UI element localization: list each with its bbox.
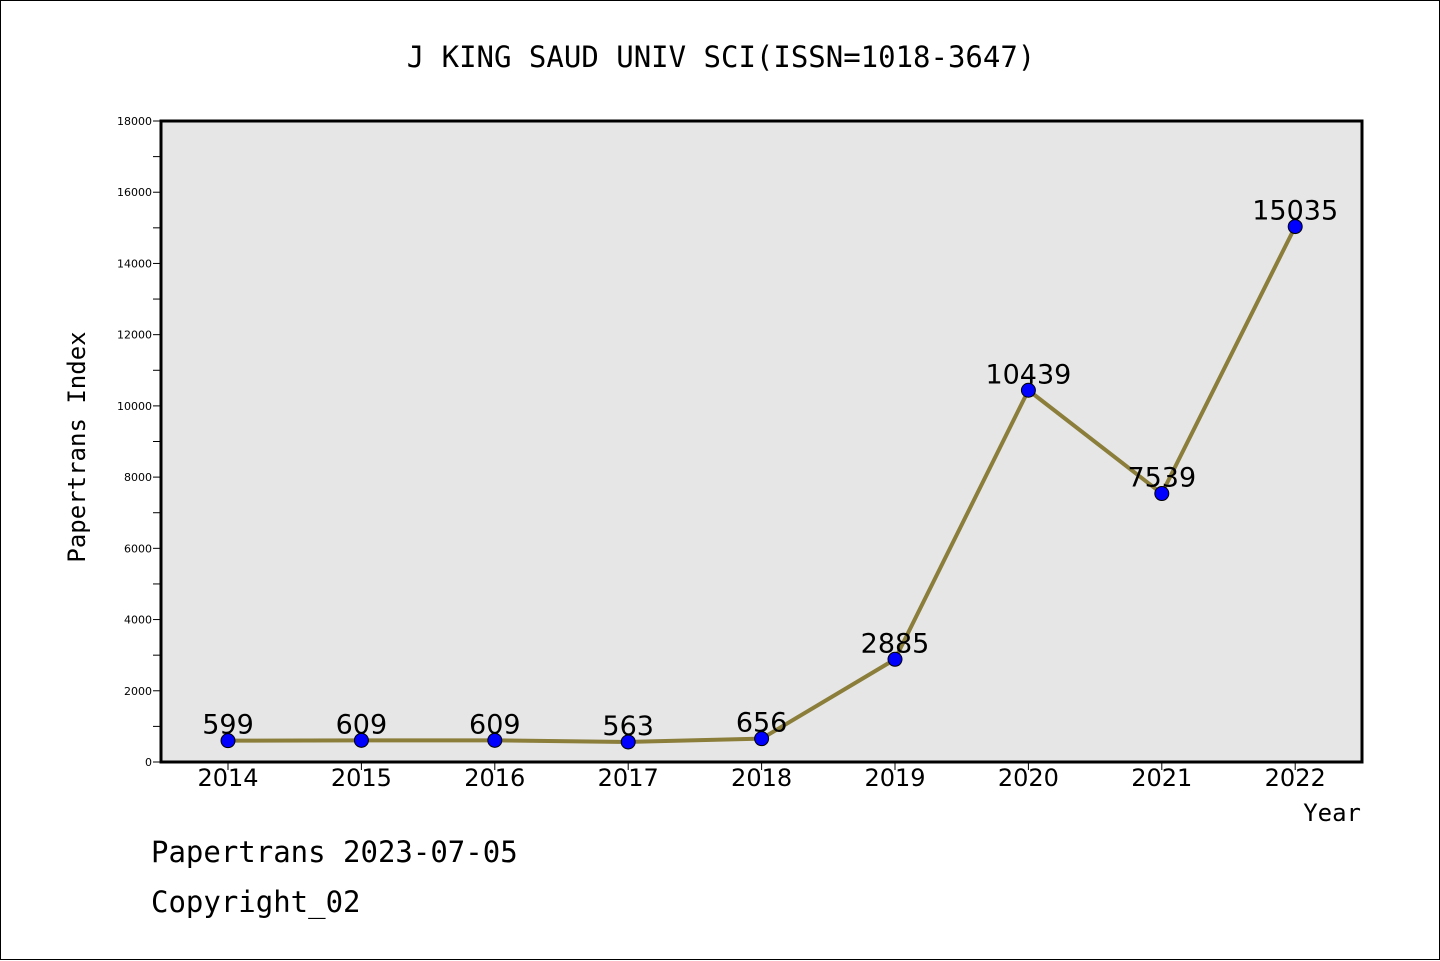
data-label: 563 <box>602 711 654 742</box>
data-label: 15035 <box>1252 196 1338 227</box>
data-label: 656 <box>736 708 788 739</box>
x-tick-label: 2022 <box>1265 764 1326 792</box>
y-tick-label: 2000 <box>124 685 152 698</box>
x-tick-label: 2017 <box>598 764 659 792</box>
data-point <box>620 734 636 750</box>
data-point <box>353 732 369 748</box>
data-label: 609 <box>469 709 521 740</box>
chart-title: J KING SAUD UNIV SCI(ISSN=1018-3647) <box>407 40 1036 74</box>
data-point <box>754 731 770 747</box>
data-label: 599 <box>202 710 254 741</box>
x-axis-label: Year <box>1303 799 1361 827</box>
data-label: 609 <box>336 709 388 740</box>
data-point <box>1020 382 1036 398</box>
y-tick-label: 18000 <box>117 115 152 128</box>
data-label: 10439 <box>985 359 1071 390</box>
x-tick-label: 2021 <box>1131 764 1192 792</box>
data-point <box>887 651 903 667</box>
x-tick-label: 2016 <box>464 764 525 792</box>
x-tick-label: 2020 <box>998 764 1059 792</box>
data-labels: 599 609 609 563 656 2885 10439 7539 15035 <box>202 196 1338 742</box>
x-tick-label: 2014 <box>197 764 258 792</box>
series-papertrans-index <box>220 219 1303 750</box>
y-tick-label: 6000 <box>124 542 152 555</box>
y-tick-label: 4000 <box>124 614 152 627</box>
y-tick-label: 0 <box>145 756 152 769</box>
y-axis-label: Papertrans Index <box>63 331 91 562</box>
data-point <box>220 733 236 749</box>
data-label: 7539 <box>1127 463 1196 494</box>
data-point <box>1154 486 1170 502</box>
y-axis: 0 2000 4000 6000 8000 10000 12000 14000 16000 180… <box>117 115 161 769</box>
footer-copyright: Copyright_02 <box>151 885 361 919</box>
footer-source: Papertrans 2023-07-05 <box>151 835 518 869</box>
y-tick-label: 8000 <box>124 471 152 484</box>
x-axis: 2014 2015 2016 2017 2018 2019 2020 2021 2022 <box>197 762 1326 792</box>
x-tick-label: 2019 <box>864 764 925 792</box>
x-tick-label: 2015 <box>331 764 392 792</box>
y-tick-label: 16000 <box>117 186 152 199</box>
y-tick-label: 14000 <box>117 257 152 270</box>
y-tick-label: 12000 <box>117 329 152 342</box>
data-point <box>1287 219 1303 235</box>
y-tick-label: 10000 <box>117 400 152 413</box>
plot-area <box>159 119 1364 764</box>
data-label: 2885 <box>861 628 930 659</box>
x-tick-label: 2018 <box>731 764 792 792</box>
data-point <box>487 732 503 748</box>
